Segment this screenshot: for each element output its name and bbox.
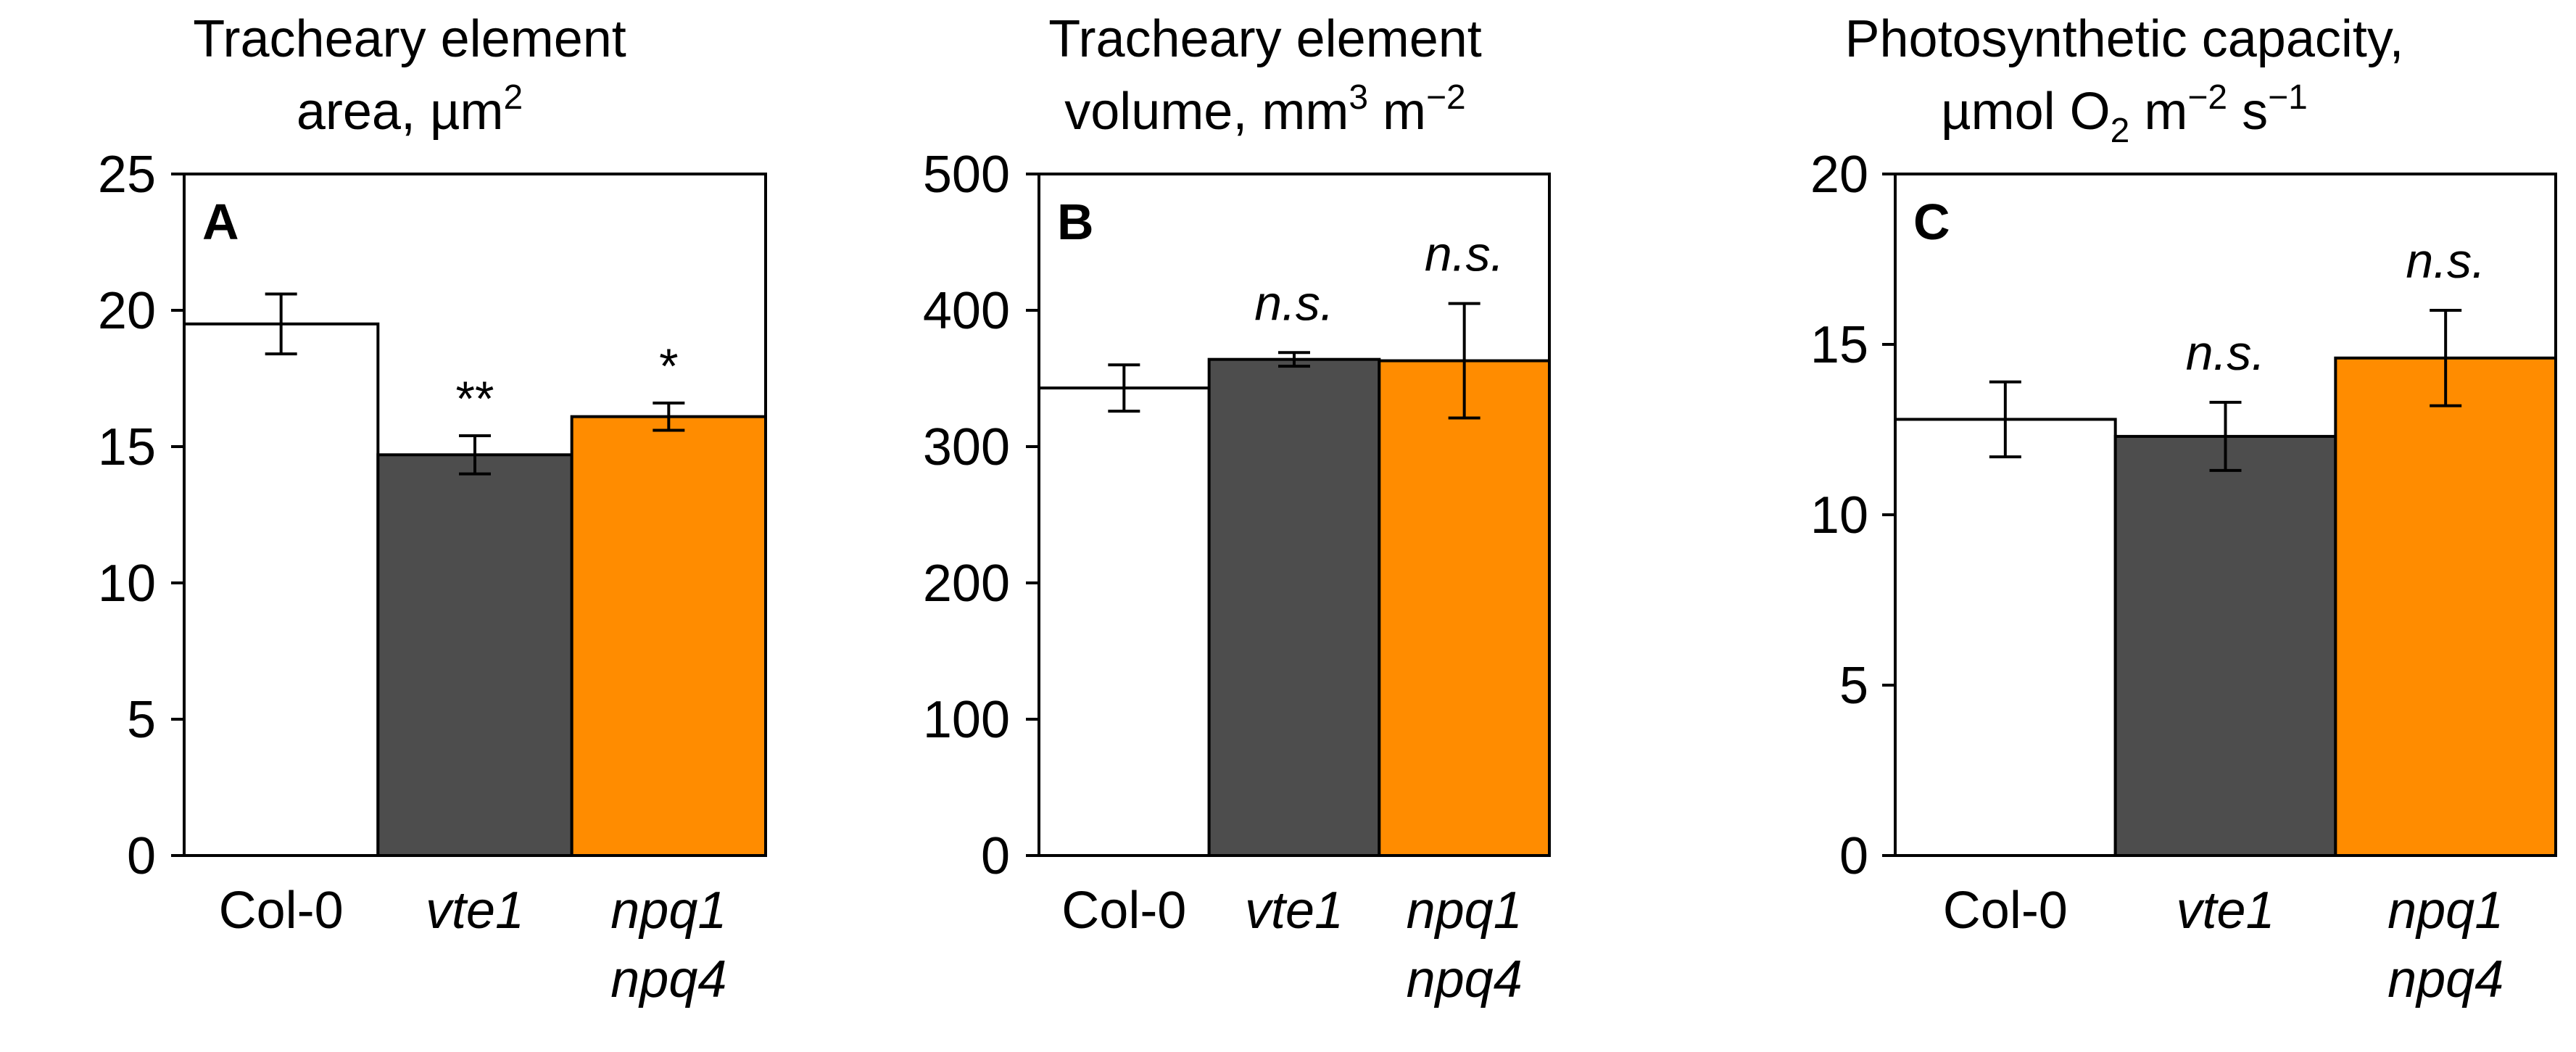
panel-b-title-line1: Tracheary element	[1048, 10, 1482, 68]
panel-c-title-text2: m	[2129, 83, 2187, 141]
ytick-label-c-15: 15	[1810, 316, 1868, 374]
ytick-label-c-20: 20	[1810, 146, 1868, 204]
category-label-b-3-line1: npq1	[1407, 882, 1523, 940]
bar-a-1	[183, 322, 380, 857]
bar-b-1	[1038, 386, 1211, 857]
panel-b: 0 100 200 300 400 500 Bn.s. n.s. Col-0 vte1 npq1 np…	[923, 146, 1552, 1008]
panel-letter-b: B	[1057, 194, 1094, 250]
bar-b-3	[1378, 359, 1552, 857]
annotation-a-3: *	[659, 339, 678, 394]
panel-c-title-line2: µmol O2 m−2 s−1	[1941, 78, 2308, 150]
category-label-a-3-line2: npq4	[610, 950, 726, 1008]
panel-c-title-text: µmol O	[1941, 83, 2111, 141]
bar-a-2	[376, 453, 573, 857]
panel-c-title-line1: Photosynthetic capacity,	[1844, 10, 2403, 68]
panel-b-title-text2: m	[1368, 83, 1426, 141]
panel-c-title-sup2: −1	[2268, 78, 2308, 117]
annotation-b-2: n.s.	[1254, 276, 1334, 331]
panel-letter-a: A	[202, 194, 239, 250]
panel-a-title-line1: Tracheary element	[193, 10, 626, 68]
panel-a-title-line2: area, µm2	[297, 78, 523, 141]
ytick-label-a-25: 25	[98, 146, 156, 204]
category-label-a-3-line1: npq1	[610, 882, 726, 940]
ytick-label-a-10: 10	[98, 555, 156, 613]
ytick-label-b-300: 300	[923, 418, 1010, 476]
ytick-label-a-5: 5	[127, 691, 156, 749]
ytick-label-b-0: 0	[981, 827, 1010, 885]
ytick-label-b-500: 500	[923, 146, 1010, 204]
category-label-b-1: Col-0	[1061, 882, 1186, 940]
panel-b-title-text: volume, mm	[1064, 83, 1349, 141]
category-label-b-2: vte1	[1245, 882, 1343, 940]
panel-c-title-sub: 2	[2111, 112, 2130, 150]
ytick-label-b-100: 100	[923, 691, 1010, 749]
plot-frame-a	[183, 173, 767, 857]
plot-frame-b	[1038, 173, 1551, 857]
ytick-label-c-10: 10	[1810, 486, 1868, 544]
ytick-label-c-0: 0	[1839, 827, 1868, 885]
category-label-c-1: Col-0	[1943, 882, 2068, 940]
category-label-c-3-line2: npq4	[2387, 950, 2503, 1008]
annotation-c-3: n.s.	[2406, 233, 2485, 289]
category-label-c-3-line1: npq1	[2387, 882, 2503, 940]
panel-letter-c: C	[1913, 194, 1950, 250]
panel-c-title-sup1: −2	[2187, 78, 2227, 117]
category-label-b-3-line2: npq4	[1407, 950, 1523, 1008]
panel-b-title-sup1: 3	[1349, 78, 1368, 117]
panel-c-title-text3: s	[2227, 83, 2268, 141]
ytick-label-a-0: 0	[127, 827, 156, 885]
bar-c-3	[2334, 356, 2557, 857]
ytick-label-a-15: 15	[98, 418, 156, 476]
bar-c-1	[1894, 418, 2117, 857]
panel-b-title-sup2: −2	[1426, 78, 1466, 117]
annotation-c-2: n.s.	[2186, 326, 2266, 381]
annotation-b-3: n.s.	[1425, 227, 1504, 282]
category-label-c-2: vte1	[2176, 882, 2274, 940]
panel-b-title-line2: volume, mm3 m−2	[1064, 78, 1465, 141]
ytick-label-b-200: 200	[923, 555, 1010, 613]
panel-c: 0 5 10 15 20 Cn.s. n.s. Col-0 vte1 npq1 npq4	[1810, 146, 2557, 1008]
bar-b-2	[1207, 357, 1381, 857]
category-label-a-2: vte1	[426, 882, 524, 940]
bar-a-3	[570, 415, 768, 857]
panel-a-title-sup: 2	[503, 78, 523, 117]
annotation-a-2: **	[456, 371, 494, 426]
panel-a-title-text: area, µm	[297, 83, 504, 141]
ytick-label-b-400: 400	[923, 282, 1010, 340]
category-label-a-1: Col-0	[219, 882, 344, 940]
ytick-label-a-20: 20	[98, 282, 156, 340]
ytick-label-c-5: 5	[1839, 657, 1868, 715]
bar-c-2	[2113, 434, 2337, 857]
